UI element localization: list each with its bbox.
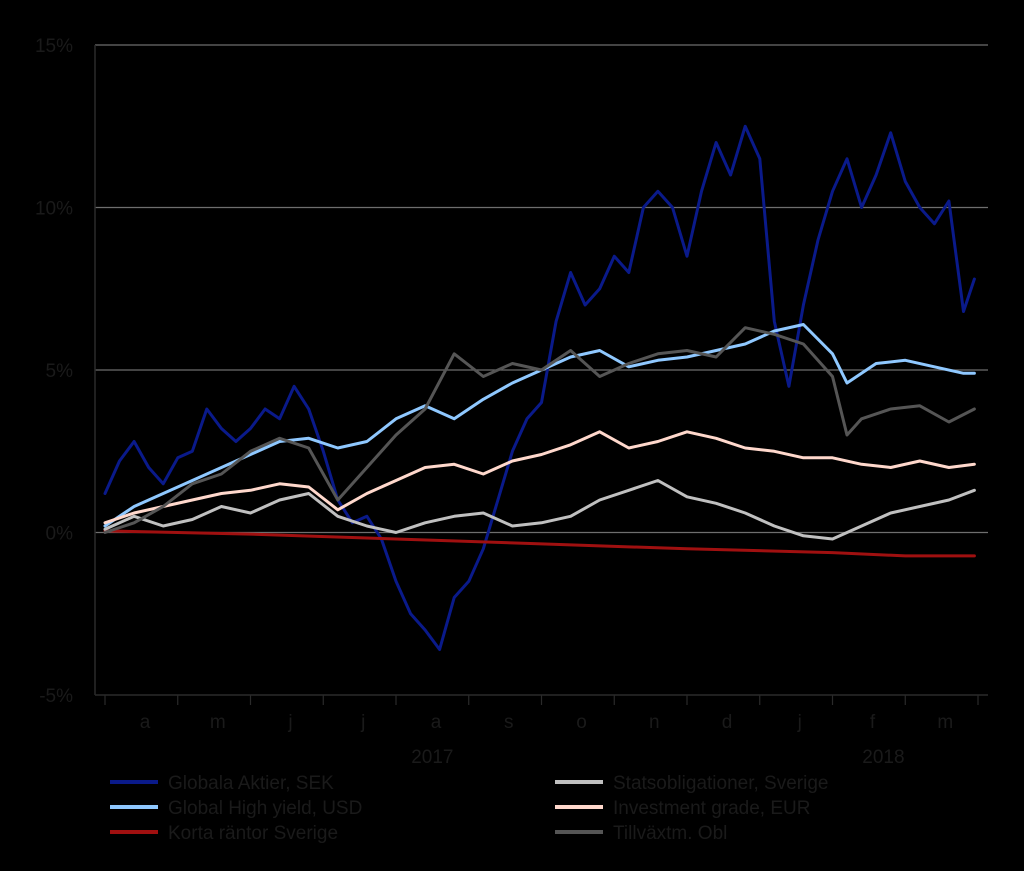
year-label: 2017: [411, 747, 453, 768]
y-axis-tick-labels: -5% 0% 5% 10% 15%: [35, 36, 73, 707]
x-tick-label: j: [287, 712, 292, 733]
legend-label: Global High yield, USD: [168, 798, 362, 819]
x-tick-label: m: [937, 712, 953, 733]
legend: Globala Aktier, SEK Global High yield, US…: [110, 773, 828, 844]
x-tick-label: n: [649, 712, 660, 733]
x-tick-label: o: [576, 712, 587, 733]
x-tick-label: a: [431, 712, 442, 733]
y-tick-label: 0%: [46, 524, 74, 545]
x-tick-label: a: [140, 712, 151, 733]
x-tick-label: d: [722, 712, 733, 733]
series-line: [103, 430, 976, 525]
x-tick-label: j: [360, 712, 365, 733]
legend-label: Statsobligationer, Sverige: [613, 773, 828, 794]
series-line: [103, 529, 976, 558]
series-line: [103, 326, 976, 534]
x-tick-label: f: [870, 712, 876, 733]
y-tick-label: -5%: [39, 686, 73, 707]
x-tick-label: j: [797, 712, 802, 733]
legend-label: Korta räntor Sverige: [168, 823, 338, 844]
series-line: [103, 323, 976, 528]
year-label: 2018: [862, 747, 904, 768]
legend-label: Investment grade, EUR: [613, 798, 810, 819]
legend-label: Tillväxtm. Obl: [613, 823, 727, 844]
legend-label: Globala Aktier, SEK: [168, 773, 334, 794]
y-tick-label: 15%: [35, 36, 73, 57]
x-tick-label: s: [504, 712, 514, 733]
series-lines: [103, 124, 976, 651]
x-axis-year-labels: 2017 2018: [411, 747, 904, 768]
y-tick-label: 5%: [46, 361, 74, 382]
y-tick-label: 10%: [35, 199, 73, 220]
x-tick-label: m: [210, 712, 226, 733]
series-line: [103, 479, 976, 541]
series-line: [103, 124, 976, 651]
